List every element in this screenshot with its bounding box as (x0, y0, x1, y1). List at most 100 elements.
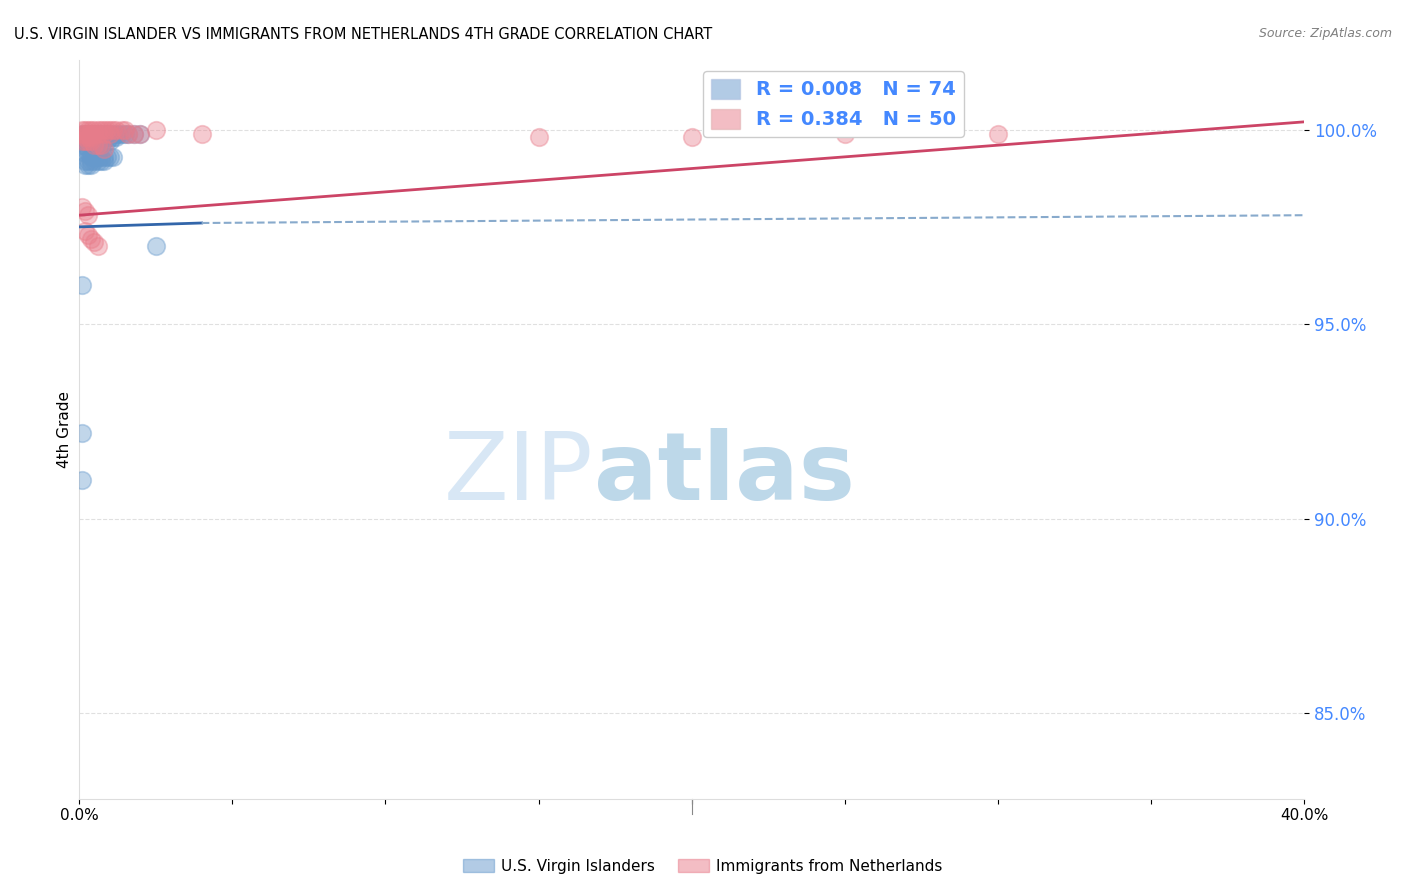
Point (75, 204, 97, 219)
Point (80, 130, 103, 145)
Point (86, 127, 108, 141)
Point (834, 127, 856, 141)
Point (90, 153, 112, 168)
Point (77, 142, 100, 156)
Point (117, 127, 139, 141)
Point (98, 150, 121, 164)
Point (90, 150, 112, 164)
Point (681, 130, 703, 145)
Point (75, 153, 97, 168)
Point (101, 150, 124, 164)
Point (75, 158, 97, 172)
Point (70, 426, 93, 441)
Point (75, 224, 97, 238)
Point (104, 122, 127, 136)
Point (117, 127, 139, 141)
Point (104, 127, 127, 141)
Point (83, 150, 105, 164)
Point (77, 138, 100, 153)
Point (83, 127, 105, 141)
Point (75, 127, 97, 141)
Point (101, 127, 124, 141)
Point (83, 138, 105, 153)
Point (93, 134, 115, 148)
Point (80, 150, 103, 164)
Point (93, 122, 115, 136)
Point (75, 130, 97, 145)
Point (96, 130, 118, 145)
Point (86, 142, 108, 156)
Point (122, 127, 145, 141)
Point (96, 134, 118, 148)
Point (83, 122, 105, 136)
Point (75, 134, 97, 148)
Point (70, 278, 93, 293)
Point (90, 130, 112, 145)
Point (104, 130, 127, 145)
Point (70, 473, 93, 487)
Point (83, 142, 105, 156)
Point (70, 138, 93, 153)
Point (86, 138, 108, 153)
Point (77, 130, 100, 145)
Point (98, 130, 121, 145)
Point (111, 122, 134, 136)
Point (93, 127, 115, 141)
Point (145, 239, 167, 253)
Point (70, 127, 93, 141)
Point (86, 130, 108, 145)
Point (77, 145, 100, 160)
Point (70, 201, 93, 215)
Point (86, 239, 108, 253)
Point (80, 158, 103, 172)
Y-axis label: 4th Grade: 4th Grade (58, 391, 72, 467)
Point (90, 138, 112, 153)
Point (77, 208, 100, 222)
Point (75, 130, 97, 145)
Point (80, 231, 103, 245)
Point (77, 134, 100, 148)
Point (83, 138, 105, 153)
Point (80, 134, 103, 148)
Point (98, 134, 121, 148)
Point (75, 138, 97, 153)
Point (80, 127, 103, 141)
Point (90, 134, 112, 148)
Text: Source: ZipAtlas.com: Source: ZipAtlas.com (1258, 27, 1392, 40)
Point (70, 130, 93, 145)
Point (77, 227, 100, 242)
Point (75, 145, 97, 160)
Point (145, 122, 167, 136)
Point (77, 158, 100, 172)
Point (108, 127, 131, 141)
Point (77, 130, 100, 145)
Point (111, 127, 134, 141)
Point (80, 130, 103, 145)
Point (83, 235, 105, 250)
Point (86, 127, 108, 141)
Point (86, 138, 108, 153)
Point (129, 127, 152, 141)
Point (96, 127, 118, 141)
Point (80, 134, 103, 148)
Point (83, 134, 105, 148)
Point (70, 122, 93, 136)
Text: U.S. VIRGIN ISLANDER VS IMMIGRANTS FROM NETHERLANDS 4TH GRADE CORRELATION CHART: U.S. VIRGIN ISLANDER VS IMMIGRANTS FROM … (14, 27, 713, 42)
Point (80, 153, 103, 168)
Point (101, 122, 124, 136)
Legend: R = 0.008   N = 74, R = 0.384   N = 50: R = 0.008 N = 74, R = 0.384 N = 50 (703, 70, 963, 137)
Point (83, 127, 105, 141)
Point (75, 134, 97, 148)
Point (93, 130, 115, 145)
Point (987, 127, 1010, 141)
Text: ZIP: ZIP (444, 427, 593, 519)
Point (93, 150, 115, 164)
Point (101, 130, 124, 145)
Point (70, 134, 93, 148)
Point (77, 122, 100, 136)
Point (93, 127, 115, 141)
Point (90, 127, 112, 141)
Point (80, 122, 103, 136)
Point (86, 134, 108, 148)
Point (527, 130, 550, 145)
